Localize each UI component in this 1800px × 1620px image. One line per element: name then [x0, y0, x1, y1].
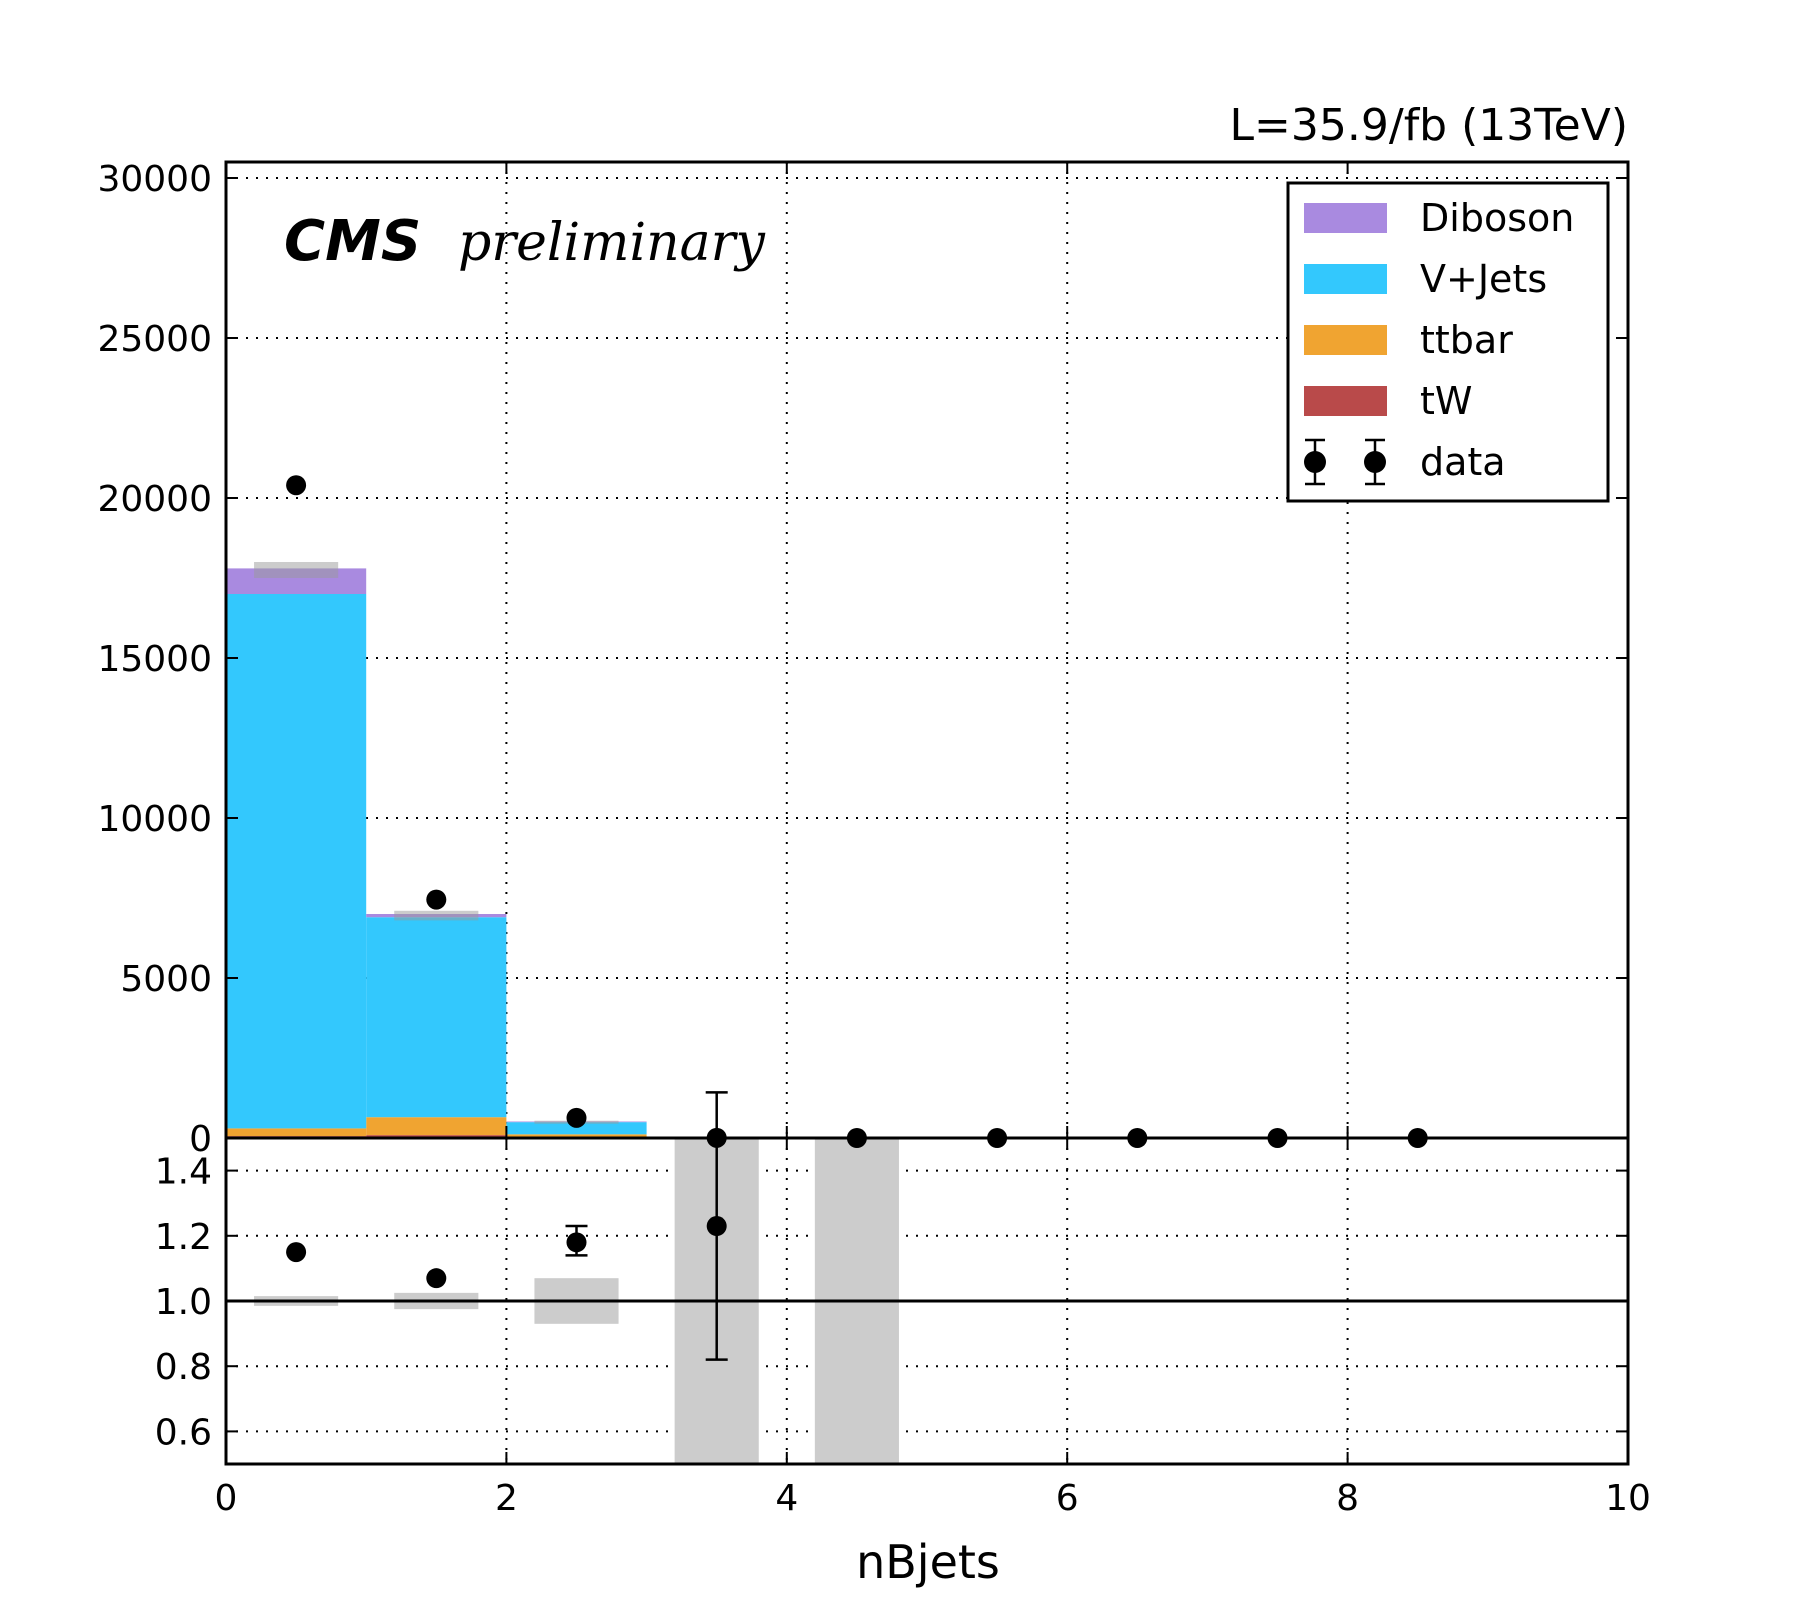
legend-label-tw: tW	[1420, 379, 1472, 423]
bar-v-jets-bin-2	[506, 1122, 647, 1135]
x-axis-title: nBjets	[856, 1535, 1000, 1589]
y-tick-label: 30000	[97, 159, 212, 200]
legend-label-data: data	[1420, 440, 1506, 484]
legend-swatch-tw	[1304, 386, 1387, 416]
y-tick-label: 0	[189, 1119, 212, 1160]
legend-data-marker	[1304, 451, 1326, 473]
legend-label-ttbar: ttbar	[1420, 318, 1513, 362]
x-tick-label: 2	[495, 1478, 518, 1519]
legend-data-marker	[1364, 451, 1386, 473]
ratio-y-tick-label: 1.0	[155, 1282, 212, 1323]
legend-label-v-jets: V+Jets	[1420, 257, 1547, 301]
y-tick-label: 10000	[97, 799, 212, 840]
bar-ttbar-bin-2	[506, 1134, 647, 1138]
y-tick-label: 5000	[120, 959, 212, 1000]
status-label: preliminary	[458, 213, 765, 273]
mc-uncertainty-bin-1	[394, 910, 479, 921]
bar-ttbar-bin-1	[366, 1117, 507, 1136]
stacked-bars	[226, 568, 927, 1138]
data-point	[426, 889, 447, 910]
legend: Diboson V+Jets ttbar tW data	[1286, 181, 1610, 503]
ratio-y-tick-label: 0.6	[155, 1412, 212, 1453]
ratio-point	[286, 1242, 307, 1263]
data-point	[286, 475, 307, 496]
legend-swatch-v-jets	[1304, 264, 1387, 294]
ratio-point	[706, 1216, 727, 1237]
legend-swatch-diboson	[1304, 203, 1387, 233]
y-tick-label: 25000	[97, 319, 212, 360]
lumi-label: L=35.9/fb (13TeV)	[1230, 100, 1628, 151]
legend-label-diboson: Diboson	[1420, 196, 1574, 240]
y-tick-label: 20000	[97, 479, 212, 520]
ratio-point	[426, 1268, 447, 1289]
x-tick-label: 8	[1336, 1478, 1359, 1519]
x-tick-label: 4	[775, 1478, 798, 1519]
y-tick-label: 15000	[97, 639, 212, 680]
data-point	[566, 1107, 587, 1128]
mc-uncertainty-bin-0	[254, 562, 339, 578]
x-tick-label: 6	[1056, 1478, 1079, 1519]
bar-ttbar-bin-0	[226, 1128, 367, 1137]
legend-swatch-ttbar	[1304, 325, 1387, 355]
ratio-point	[566, 1232, 587, 1253]
x-tick-label: 0	[215, 1478, 238, 1519]
ratio-y-tick-label: 1.4	[155, 1152, 212, 1193]
axis-ticks: 0 2 4 6 8 10 0 5000 10000 15000 20000 25000 30000 0.6…	[97, 159, 1650, 1519]
ratio-y-tick-label: 0.8	[155, 1347, 212, 1388]
main-grid	[226, 162, 1628, 1138]
ratio-y-tick-label: 1.2	[155, 1217, 212, 1258]
bar-v-jets-bin-1	[366, 917, 507, 1118]
x-tick-label: 10	[1605, 1478, 1651, 1519]
experiment-label: CMS	[284, 209, 421, 274]
bar-v-jets-bin-0	[226, 594, 367, 1129]
